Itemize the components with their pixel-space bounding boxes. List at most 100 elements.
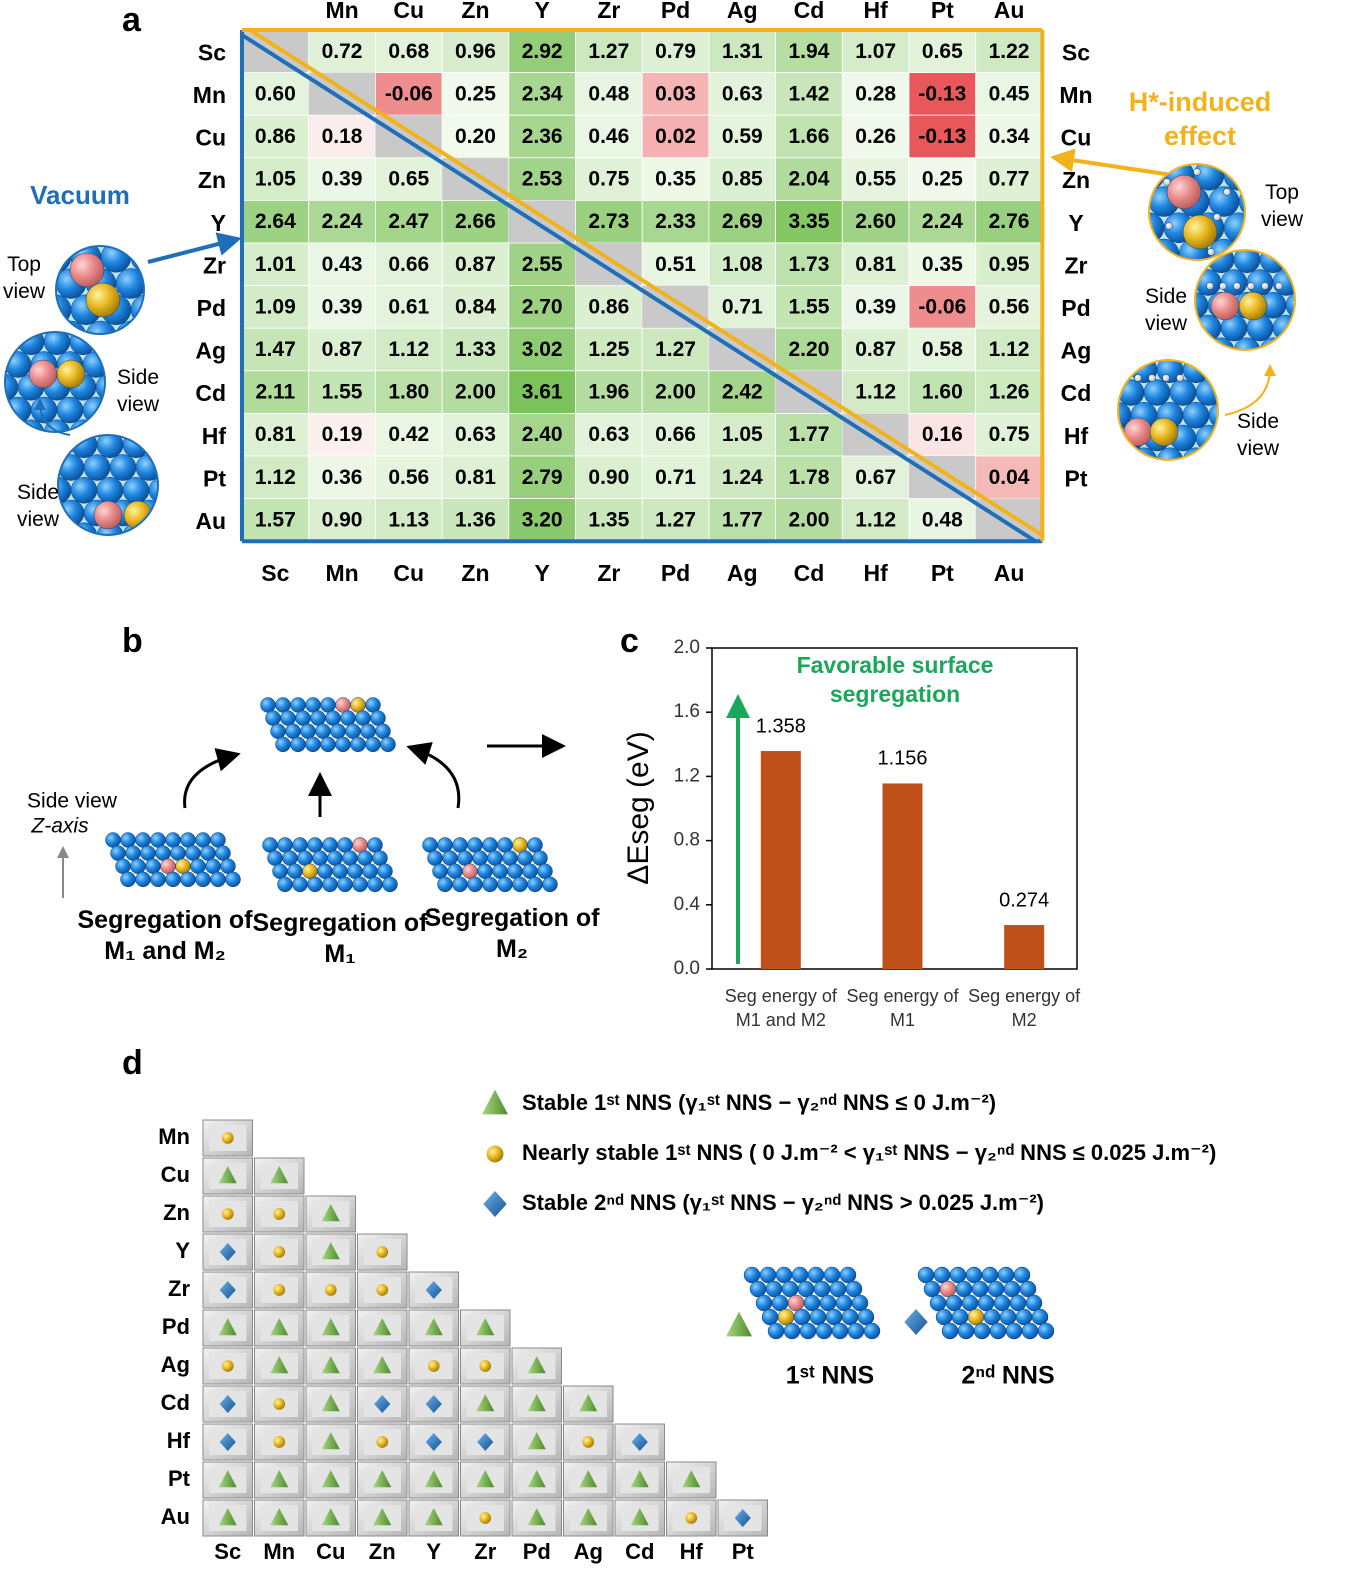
diagonal-cell xyxy=(375,115,443,158)
atom xyxy=(140,845,156,861)
atom xyxy=(781,1280,799,1298)
view-ring xyxy=(57,434,159,536)
atom xyxy=(280,710,296,726)
row-label: Mn xyxy=(158,1124,190,1149)
cell-label: 1.22 xyxy=(989,40,1030,63)
row-label: Pt xyxy=(203,465,226,491)
column-label-top: Zr xyxy=(597,0,620,23)
y-tick-label: 0.8 xyxy=(674,830,700,851)
atom xyxy=(422,837,438,853)
atom xyxy=(292,876,308,893)
diagonal-cell xyxy=(842,413,909,456)
x-tick-label-box: Seg energy of M1 xyxy=(846,986,958,1030)
atom xyxy=(148,435,158,458)
heat-cell xyxy=(441,327,510,372)
heat-cell xyxy=(575,498,643,542)
atom xyxy=(292,837,308,853)
atom xyxy=(823,1266,841,1284)
diamond-symbol xyxy=(483,1191,507,1217)
atom xyxy=(93,500,123,530)
column-label: Pt xyxy=(732,1539,755,1564)
heat-cell xyxy=(775,72,843,116)
sphere-symbol xyxy=(376,1436,389,1448)
heat-cell xyxy=(508,327,576,372)
atom xyxy=(743,1266,761,1284)
diamond-symbol xyxy=(219,1433,236,1451)
heat-cell xyxy=(975,327,1043,372)
cell-label: 1.07 xyxy=(855,40,896,63)
heat-cell xyxy=(641,199,710,244)
atom xyxy=(109,454,137,481)
heat-cell xyxy=(308,29,376,73)
heat-cell xyxy=(975,412,1043,457)
atom xyxy=(300,723,316,739)
column-label-top: Cu xyxy=(393,0,424,23)
cell-label: 1.73 xyxy=(789,253,830,276)
atom xyxy=(282,850,298,866)
cell-label: 0.71 xyxy=(722,295,763,318)
cell-label: 0.43 xyxy=(322,253,363,276)
cell-label: 0.19 xyxy=(322,423,363,446)
diamond-symbol xyxy=(425,1281,442,1299)
atom xyxy=(777,1308,795,1326)
atom xyxy=(295,710,311,726)
atom xyxy=(1220,269,1248,296)
atom xyxy=(115,246,144,247)
heat-cell xyxy=(241,114,310,159)
cell-label: 0.90 xyxy=(322,508,363,531)
cell-label: 0.34 xyxy=(989,125,1030,148)
atom xyxy=(85,320,117,334)
triangle-symbol xyxy=(270,1318,289,1336)
atom xyxy=(290,736,306,753)
cell-label: 0.48 xyxy=(922,508,963,531)
cell-label: 0.39 xyxy=(855,295,896,318)
atom xyxy=(190,858,206,874)
x-tick-label-box: Seg energy of M1 and M2 xyxy=(725,986,837,1030)
heat-cell xyxy=(641,72,710,116)
heat-cell xyxy=(641,157,710,201)
atom xyxy=(437,837,453,853)
atom xyxy=(847,1322,865,1340)
atom xyxy=(125,845,141,861)
row-label-right: Y xyxy=(1068,210,1083,236)
row-label: Hf xyxy=(167,1428,191,1453)
atom xyxy=(210,832,226,848)
atom xyxy=(829,1280,847,1298)
cell-label: 0.63 xyxy=(588,423,629,446)
cell-label: 0.75 xyxy=(588,168,629,191)
view-label: Side view xyxy=(16,481,60,532)
row-label-right: Pt xyxy=(1065,465,1088,491)
row-label: Cd xyxy=(195,380,226,406)
heat-cell xyxy=(374,285,443,329)
view-ring xyxy=(55,245,145,335)
atom xyxy=(452,837,468,853)
heat-cell xyxy=(575,285,643,329)
atom xyxy=(997,1266,1015,1284)
heat-cell xyxy=(908,29,977,73)
cell-label: -0.13 xyxy=(918,82,966,105)
cell-label: 0.87 xyxy=(855,338,896,361)
atom xyxy=(1182,402,1210,429)
axis-note: Z-axis xyxy=(30,815,89,838)
sphere-symbol xyxy=(479,1360,492,1372)
atom xyxy=(949,1266,967,1284)
cell-label: 0.81 xyxy=(455,466,496,489)
diamond-symbol xyxy=(425,1433,442,1451)
cell-label: 3.02 xyxy=(522,338,563,361)
column-label-top: Cd xyxy=(794,0,825,23)
cell-label: 2.64 xyxy=(255,210,296,233)
row-label: Ag xyxy=(161,1352,190,1377)
atom xyxy=(775,1266,793,1284)
heat-cell xyxy=(441,242,510,286)
triangle-symbol xyxy=(527,1432,546,1450)
cell-label: 0.95 xyxy=(989,253,1030,276)
atom xyxy=(287,863,303,879)
cell-label: 0.85 xyxy=(722,168,763,191)
heat-cell xyxy=(708,412,777,457)
heat-cell xyxy=(908,370,977,414)
atom xyxy=(367,837,383,853)
atom xyxy=(372,850,388,866)
segregation-label-box: Segregation of M₁ xyxy=(252,909,427,968)
atom xyxy=(945,1294,963,1312)
